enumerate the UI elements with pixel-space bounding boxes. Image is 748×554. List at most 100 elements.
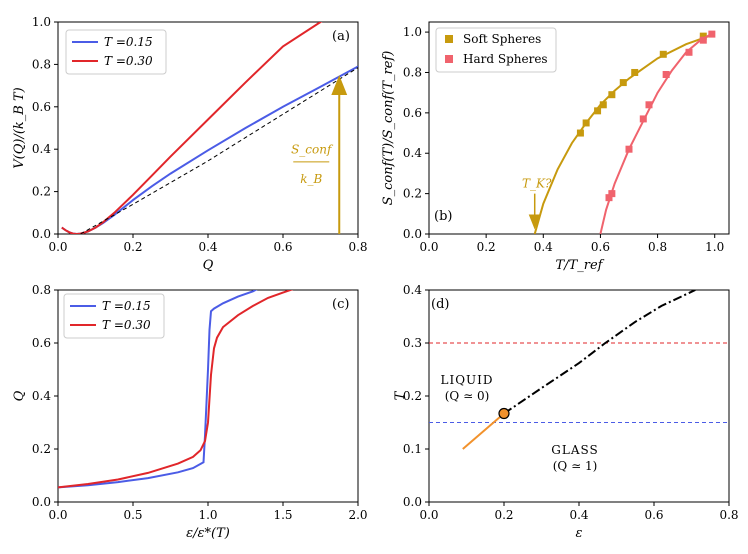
panel-c-ytick-label-2: 0.4	[32, 389, 51, 403]
panel-b-point-1-5	[662, 70, 670, 78]
panel-b-point-1-1	[608, 190, 616, 198]
panel-b-label: (b)	[434, 209, 452, 224]
panel-c-xtick-label-3: 1.5	[273, 508, 292, 522]
panel-c-series-0	[58, 290, 258, 489]
panel-a-series-1	[61, 22, 323, 234]
panel-a-series-2	[80, 67, 358, 234]
panel-b: 0.0 0.2 0.4 0.6 0.8 1.0 0.0 0.2 0.4 0.6 0.8 1.0 T_K…	[381, 21, 730, 273]
panel-c-legend: T =0.15 T =0.30	[63, 293, 165, 339]
panel-d-ytick-label-3: 0.3	[403, 336, 422, 350]
glass-label: GLASS	[551, 443, 598, 457]
panel-d-xtick-label-4: 0.8	[719, 508, 738, 522]
liquid-label: LIQUID	[440, 373, 493, 387]
panel-a-xlabel: Q	[203, 258, 214, 273]
panel-b-ytick-label-1: 0.2	[403, 187, 422, 201]
panel-b-xlabel: T/T_ref	[556, 258, 605, 273]
glass-sublabel: (Q ≃ 1)	[553, 459, 598, 473]
panel-b-legend-box	[435, 27, 557, 73]
panel-d-xtick-label-1: 0.2	[494, 508, 513, 522]
panel-a-legend-text-0: T =0.15	[104, 35, 153, 49]
panel-c-series-1	[58, 290, 294, 489]
panel-b-ytick-label-2: 0.4	[403, 146, 422, 160]
panel-a-label: (a)	[332, 29, 350, 44]
panel-b-frame	[428, 21, 730, 235]
panel-b-point-0-8	[699, 32, 707, 40]
panel-a-legend: T =0.15 T =0.30	[65, 29, 167, 75]
panel-b-point-0-7	[659, 50, 667, 58]
panel-a-xtick-label-4: 0.8	[348, 240, 367, 254]
panel-d-xtick-label-3: 0.6	[644, 508, 663, 522]
panel-c-legend-text-1: T =0.30	[102, 318, 151, 332]
panel-b-ytick-label-3: 0.6	[403, 106, 422, 120]
panel-b-point-1-4	[645, 101, 653, 109]
panel-b-ytick-label-0: 0.0	[403, 227, 422, 241]
panel-c-label: (c)	[332, 297, 349, 312]
panel-d-xtick-label-2: 0.4	[569, 508, 588, 522]
panel-b-xtick-label-3: 0.6	[591, 240, 610, 254]
panel-c-ylabel: Q	[12, 390, 27, 401]
panel-b-point-0-4	[608, 91, 616, 99]
panel-d: 0.0 0.2 0.4 0.6 0.8 0.0 0.1 0.2 0.3 0.4 (d) ε T L…	[393, 283, 739, 541]
panel-a-ytick-label-1: 0.2	[32, 185, 51, 199]
panel-b-point-1-2	[625, 145, 633, 153]
panel-a-anno-numerator: S_conf	[291, 142, 334, 156]
panel-d-xtick-label-0: 0.0	[419, 508, 438, 522]
panel-c-ytick-label-1: 0.2	[32, 442, 51, 456]
panel-b-legend-text-0: Soft Spheres	[463, 32, 541, 46]
panel-a-xtick-label-3: 0.6	[273, 240, 292, 254]
panel-c-ytick-label-3: 0.6	[32, 336, 51, 350]
panel-b-xtick-label-2: 0.4	[534, 240, 553, 254]
panel-b-point-0-3	[599, 101, 607, 109]
panel-a-ytick-label-4: 0.8	[32, 57, 51, 71]
panel-b-xtick-label-1: 0.2	[477, 240, 496, 254]
panel-d-critical-point	[498, 407, 510, 420]
panel-b-legend: Soft Spheres Hard Spheres	[435, 27, 557, 73]
panel-b-ylabel: S_conf(T)/S_conf(T_ref)	[381, 51, 396, 206]
panel-b-xtick-label-0: 0.0	[419, 240, 438, 254]
panel-b-point-0-1	[582, 119, 590, 127]
panel-c-xtick-label-2: 1.0	[198, 508, 217, 522]
panel-b-xtick-label-4: 0.8	[648, 240, 667, 254]
panel-a-ylabel: V(Q)/(k_B T)	[12, 87, 27, 168]
panel-c-legend-text-0: T =0.15	[102, 299, 151, 313]
panel-b-legend-text-1: Hard Spheres	[463, 52, 548, 66]
panel-b-point-1-6	[685, 48, 693, 56]
panel-a: 0.0 0.2 0.4 0.6 0.8 0.0 0.2 0.4 0.6 0.8 1.0 S_conf…	[12, 15, 368, 273]
panel-c-xlabel: ε/ε*(T)	[186, 526, 230, 541]
panel-d-ytick-label-2: 0.2	[403, 389, 422, 403]
panel-b-fit-1	[599, 31, 716, 234]
panel-c-xtick-label-0: 0.0	[48, 508, 67, 522]
panel-b-legend-marker-0	[445, 35, 453, 43]
panel-b-point-0-5	[619, 79, 627, 87]
panel-c-ytick-label-4: 0.8	[32, 283, 51, 297]
panel-d-ytick-label-4: 0.4	[403, 283, 422, 297]
panel-b-anno-text: T_K?	[522, 177, 552, 191]
panel-b-point-1-0	[605, 194, 613, 202]
panel-b-legend-marker-1	[445, 55, 453, 63]
panel-c-xtick-label-4: 2.0	[348, 508, 367, 522]
panel-b-ytick-label-4: 0.8	[403, 65, 422, 79]
panel-b-fit-0	[533, 33, 716, 234]
panel-d-ytick-label-1: 0.1	[403, 442, 422, 456]
panel-a-legend-text-1: T =0.30	[104, 54, 153, 68]
panel-b-xtick-label-5: 1.0	[705, 240, 724, 254]
panel-b-point-0-6	[631, 68, 639, 76]
panel-b-point-1-3	[639, 115, 647, 123]
panel-a-xtick-label-0: 0.0	[48, 240, 67, 254]
panel-a-anno-denominator: k_B	[300, 172, 322, 186]
panel-b-ytick-label-5: 1.0	[403, 25, 422, 39]
panel-b-point-0-2	[594, 107, 602, 115]
panel-c-xtick-label-1: 0.5	[123, 508, 142, 522]
panel-a-ytick-label-3: 0.6	[32, 100, 51, 114]
panel-b-point-1-8	[708, 30, 716, 38]
panel-a-ytick-label-2: 0.4	[32, 142, 51, 156]
liquid-sublabel: (Q ≃ 0)	[445, 389, 490, 403]
panel-d-dashdot-line	[503, 290, 696, 415]
panel-d-ylabel: T	[393, 390, 408, 400]
panel-a-ytick-label-0: 0.0	[32, 227, 51, 241]
panel-d-label: (d)	[431, 297, 449, 312]
panel-d-ytick-label-0: 0.0	[403, 495, 422, 509]
panel-d-xlabel: ε	[576, 526, 583, 541]
panel-a-xtick-label-2: 0.4	[198, 240, 217, 254]
